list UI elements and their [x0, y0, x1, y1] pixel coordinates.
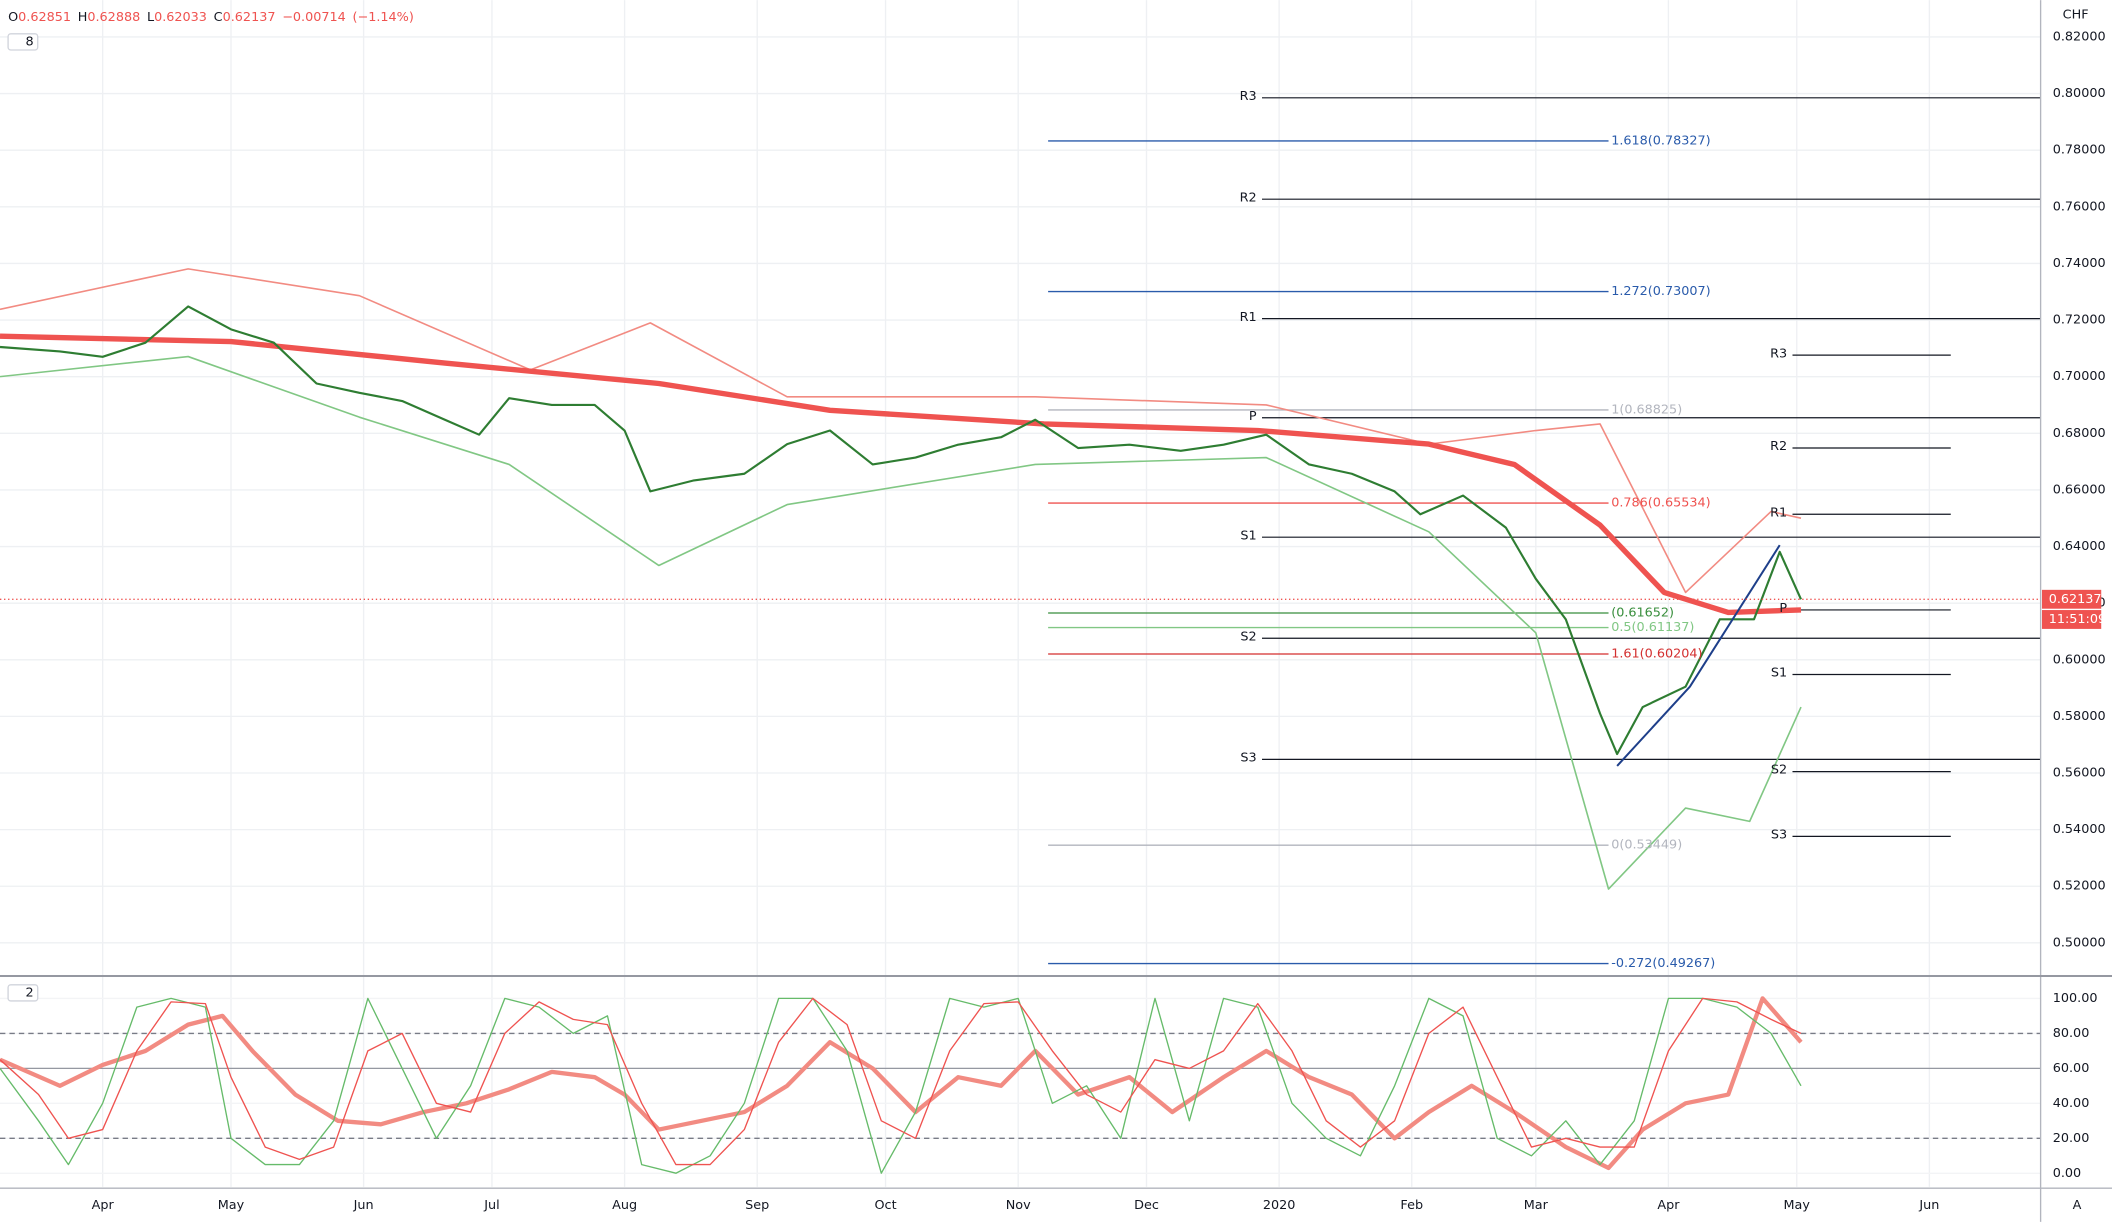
x-tick-label: Feb	[1400, 1198, 1423, 1213]
pivot-label: R2	[1770, 439, 1787, 454]
indicator-count[interactable]: 2	[26, 985, 34, 1000]
labels: Apr May Jun Jul Aug Sep Oct Nov Dec 2020 Feb Mar Apr…	[8, 10, 2106, 1213]
pivot-label: S3	[1240, 751, 1256, 766]
x-tick-label: Dec	[1134, 1198, 1159, 1213]
y-tick-label: 80.00	[2053, 1026, 2090, 1041]
fib-label: (0.61652)	[1611, 606, 1674, 621]
fib-label: 1.61(0.60204)	[1611, 646, 1702, 661]
legend-value: 0.62888	[87, 10, 140, 25]
legend-value: O	[8, 10, 18, 25]
x-tick-label: Apr	[1657, 1198, 1680, 1213]
series-line	[0, 268, 1802, 594]
legend-value: L	[147, 10, 155, 25]
series-line	[0, 997, 1802, 1174]
y-tick-label: 60.00	[2053, 1061, 2090, 1076]
y-tick-label: 0.52000	[2053, 879, 2106, 894]
x-tick-label: 2020	[1263, 1198, 1296, 1213]
pivot-label: R3	[1770, 346, 1787, 361]
price-tag	[2041, 589, 2102, 609]
pane-badge[interactable]	[7, 984, 39, 1002]
pivot-label: R3	[1240, 89, 1257, 104]
y-tick-label: 0.80000	[2053, 86, 2106, 101]
fib-label: -0.272(0.49267)	[1611, 956, 1715, 971]
y-tick-label: 0.56000	[2053, 766, 2106, 781]
pivot-label: S2	[1771, 763, 1787, 778]
legend-value: −0.00714	[282, 10, 346, 25]
trendline	[1616, 544, 1781, 767]
x-tick-label: Apr	[92, 1198, 115, 1213]
y-tick-label: 0.00	[2053, 1166, 2081, 1181]
y-tick-label: 20.00	[2053, 1131, 2090, 1146]
y-tick-label: 0.70000	[2053, 369, 2106, 384]
series-line	[0, 355, 1802, 890]
y-tick-label: 0.60000	[2053, 652, 2106, 667]
pane-badge[interactable]	[7, 33, 39, 51]
x-tick-label: Jun	[1918, 1198, 1939, 1213]
legend-value: C	[214, 10, 223, 25]
legend-value: 0.62137	[223, 10, 276, 25]
y-tick-label: 0.64000	[2053, 539, 2106, 554]
x-tick-label: May	[1784, 1198, 1811, 1213]
fib-label: 0(0.53449)	[1611, 838, 1682, 853]
fib-label: 0.786(0.65534)	[1611, 496, 1710, 511]
price-tag-text: 0.62137	[2049, 592, 2102, 607]
pivot-label: R2	[1240, 190, 1257, 205]
fib-label: 1(0.68825)	[1611, 402, 1682, 417]
fib-label: 1.272(0.73007)	[1611, 284, 1710, 299]
x-tick-label: Nov	[1006, 1198, 1031, 1213]
y-tick-label: 0.58000	[2053, 709, 2106, 724]
y-tick-label: 0.76000	[2053, 199, 2106, 214]
pivot-label: S3	[1771, 828, 1787, 843]
x-tick-label: Oct	[874, 1198, 896, 1213]
y-tick-label: 0.82000	[2053, 29, 2106, 44]
legend-value: 0.62033	[154, 10, 207, 25]
y-tick-label: 0.72000	[2053, 313, 2106, 328]
indicator-count[interactable]: 8	[26, 34, 34, 49]
x-tick-label: Sep	[745, 1198, 769, 1213]
series-line	[0, 996, 1803, 1171]
countdown-text: 11:51:09	[2049, 612, 2106, 627]
x-tick-label: Mar	[1524, 1198, 1549, 1213]
pivot-label: R1	[1770, 505, 1787, 520]
y-tick-label: 0.68000	[2053, 426, 2106, 441]
currency: CHF	[2063, 7, 2089, 22]
y-tick-label: 100.00	[2053, 991, 2098, 1006]
x-tick-label: Aug	[612, 1198, 637, 1213]
x-tick-label: May	[218, 1198, 245, 1213]
pivot-label: S1	[1771, 666, 1787, 681]
marks	[0, 97, 2041, 1174]
pivot-label: P	[1779, 601, 1787, 616]
fib-label: 1.618(0.78327)	[1611, 133, 1710, 148]
legend-value: (−1.14%)	[353, 10, 414, 25]
y-tick-label: 0.54000	[2053, 822, 2106, 837]
countdown-tag	[2041, 610, 2102, 629]
fib-label: 0.5(0.61137)	[1611, 620, 1694, 635]
y-tick-label: 0.50000	[2053, 935, 2106, 950]
x-tick-label: Jun	[353, 1198, 374, 1213]
pivot-label: R1	[1240, 310, 1257, 325]
y-tick-label: 0.74000	[2053, 256, 2106, 271]
x-tick-label: Jul	[483, 1198, 499, 1213]
legend-value: 0.62851	[18, 10, 71, 25]
pivot-label: S1	[1240, 528, 1256, 543]
series-line	[0, 305, 1802, 756]
grid	[0, 0, 2041, 1187]
pivot-label: S2	[1240, 629, 1256, 644]
pivot-label: P	[1249, 409, 1257, 424]
y-tick-label: 0.66000	[2053, 482, 2106, 497]
series-line	[0, 333, 1802, 616]
y-tick-label: 0.78000	[2053, 143, 2106, 158]
y-tick-label: 40.00	[2053, 1096, 2090, 1111]
auto-scale[interactable]: A	[2073, 1198, 2082, 1213]
series-line	[0, 997, 1802, 1166]
legend-value: H	[78, 10, 88, 25]
